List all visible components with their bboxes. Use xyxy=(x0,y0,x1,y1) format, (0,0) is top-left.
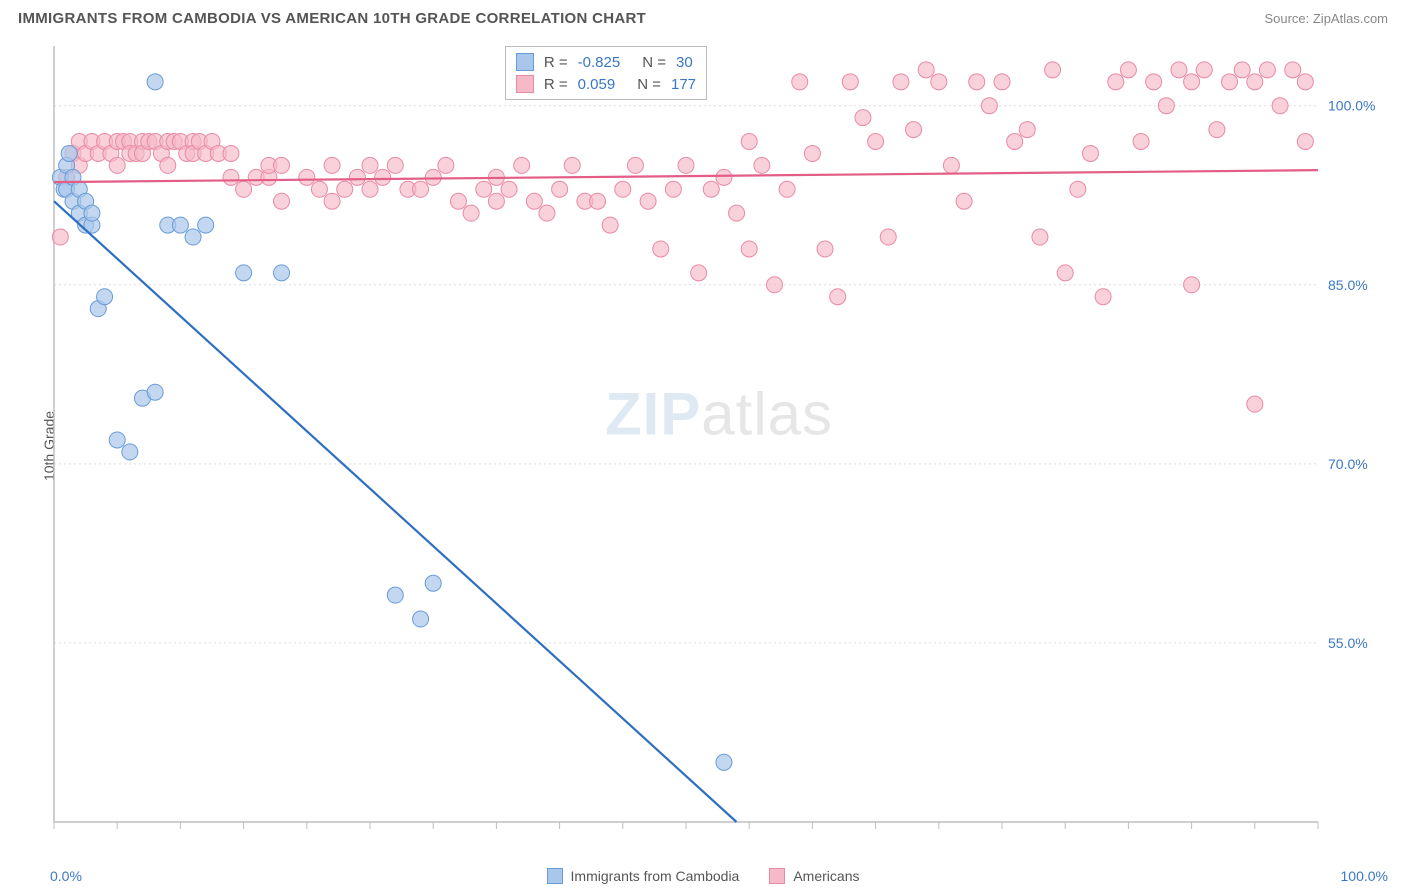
legend-label: Americans xyxy=(793,868,859,884)
svg-text:55.0%: 55.0% xyxy=(1328,635,1368,651)
statbox-swatch xyxy=(516,53,534,71)
statbox-row: R = -0.825 N = 30 xyxy=(516,51,696,73)
statbox-n-value: 177 xyxy=(671,76,696,93)
scatter-chart-svg: 100.0% 85.0% 70.0% 55.0% xyxy=(50,42,1388,850)
statbox-row: R = 0.059 N = 177 xyxy=(516,73,696,95)
statbox-r-value: 0.059 xyxy=(578,76,616,93)
statbox-r-value: -0.825 xyxy=(578,54,621,71)
svg-text:100.0%: 100.0% xyxy=(1328,98,1375,114)
chart-header: IMMIGRANTS FROM CAMBODIA VS AMERICAN 10T… xyxy=(0,0,1406,35)
statbox-swatch xyxy=(516,75,534,93)
legend-label: Immigrants from Cambodia xyxy=(571,868,740,884)
chart-source: Source: ZipAtlas.com xyxy=(1264,11,1388,26)
svg-text:70.0%: 70.0% xyxy=(1328,456,1368,472)
legend-item: Americans xyxy=(769,868,859,884)
chart-title: IMMIGRANTS FROM CAMBODIA VS AMERICAN 10T… xyxy=(18,10,646,27)
bottom-legend: Immigrants from Cambodia Americans xyxy=(0,868,1406,884)
correlation-statbox: R = -0.825 N = 30 R = 0.059 N = 177 xyxy=(505,46,707,100)
legend-swatch xyxy=(769,868,785,884)
statbox-n-label: N = xyxy=(637,76,661,93)
statbox-n-label: N = xyxy=(642,54,666,71)
svg-text:85.0%: 85.0% xyxy=(1328,277,1368,293)
statbox-r-label: R = xyxy=(544,54,568,71)
legend-item: Immigrants from Cambodia xyxy=(547,868,740,884)
chart-area: 100.0%85.0%70.0%55.0% ZIPatlas R = -0.82… xyxy=(50,42,1388,850)
legend-swatch xyxy=(547,868,563,884)
statbox-n-value: 30 xyxy=(676,54,693,71)
statbox-r-label: R = xyxy=(544,76,568,93)
